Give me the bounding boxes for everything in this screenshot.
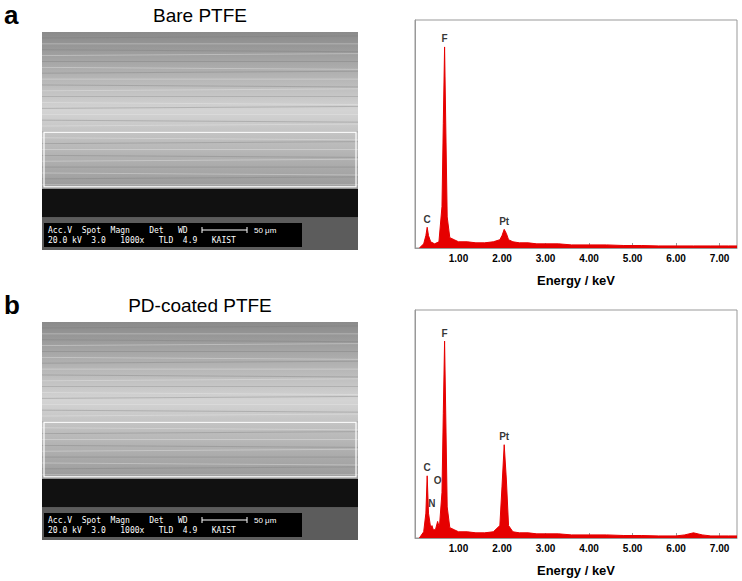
svg-text:5.00: 5.00 [623, 253, 643, 264]
svg-text:PD-coated PTFE: PD-coated PTFE [128, 295, 272, 316]
svg-text:50 μm: 50 μm [254, 226, 277, 235]
svg-text:3.00: 3.00 [536, 253, 556, 264]
svg-text:Bare PTFE: Bare PTFE [153, 5, 247, 26]
svg-text:1.00: 1.00 [449, 253, 469, 264]
svg-text:2.00: 2.00 [492, 253, 512, 264]
svg-text:6.00: 6.00 [666, 543, 686, 554]
svg-text:Energy / keV: Energy / keV [537, 563, 615, 578]
svg-text:Pt: Pt [499, 431, 510, 442]
svg-text:F: F [442, 328, 448, 339]
svg-text:Energy / keV: Energy / keV [537, 273, 615, 288]
svg-text:4.00: 4.00 [579, 543, 599, 554]
svg-text:50 μm: 50 μm [254, 516, 277, 525]
svg-text:Acc.V Spot Magn Det WD: Acc.V Spot Magn Det WD [48, 226, 188, 235]
svg-text:7.00: 7.00 [710, 543, 730, 554]
svg-text:20.0 kV 3.0 1000x TLD 4.: 20.0 kV 3.0 1000x TLD 4.9 KAIST [48, 236, 236, 245]
svg-text:C: C [424, 462, 431, 473]
svg-text:N: N [428, 498, 435, 509]
svg-text:7.00: 7.00 [710, 253, 730, 264]
svg-text:5.00: 5.00 [623, 543, 643, 554]
svg-text:20.0 kV 3.0 1000x TLD 4.: 20.0 kV 3.0 1000x TLD 4.9 KAIST [48, 526, 236, 535]
svg-text:a: a [4, 0, 19, 30]
svg-text:F: F [442, 33, 448, 44]
svg-text:b: b [4, 290, 20, 320]
svg-text:1.00: 1.00 [449, 543, 469, 554]
svg-text:4.00: 4.00 [579, 253, 599, 264]
svg-text:3.00: 3.00 [536, 543, 556, 554]
svg-text:C: C [424, 214, 431, 225]
svg-text:2.00: 2.00 [492, 543, 512, 554]
svg-text:O: O [434, 475, 442, 486]
svg-text:Acc.V Spot Magn Det WD: Acc.V Spot Magn Det WD [48, 516, 188, 525]
svg-text:6.00: 6.00 [666, 253, 686, 264]
svg-text:Pt: Pt [499, 216, 510, 227]
